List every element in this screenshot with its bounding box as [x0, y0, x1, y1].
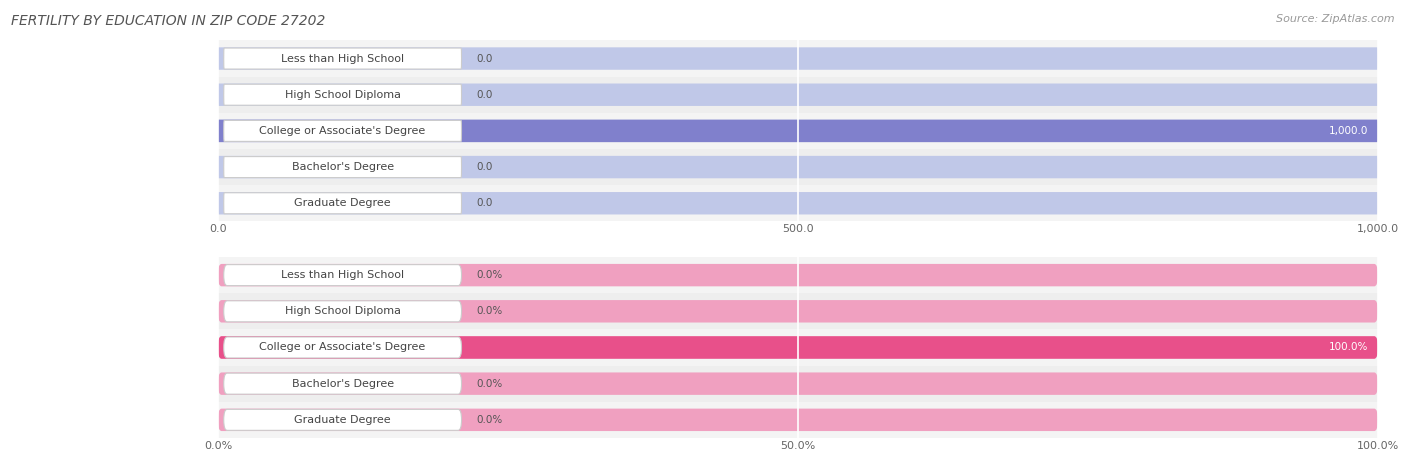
Text: Less than High School: Less than High School: [281, 53, 404, 64]
FancyBboxPatch shape: [218, 47, 1378, 70]
Text: 0.0%: 0.0%: [477, 415, 503, 425]
FancyBboxPatch shape: [224, 301, 461, 322]
Bar: [218, 329, 1378, 366]
Text: Bachelor's Degree: Bachelor's Degree: [291, 378, 394, 389]
FancyBboxPatch shape: [224, 373, 461, 394]
FancyBboxPatch shape: [224, 265, 461, 286]
Text: 100.0%: 100.0%: [1329, 342, 1368, 353]
FancyBboxPatch shape: [218, 300, 1378, 323]
Bar: [218, 185, 1378, 221]
Text: Graduate Degree: Graduate Degree: [294, 198, 391, 208]
Bar: [218, 257, 1378, 293]
Bar: [218, 113, 1378, 149]
Text: FERTILITY BY EDUCATION IN ZIP CODE 27202: FERTILITY BY EDUCATION IN ZIP CODE 27202: [11, 14, 326, 28]
Text: College or Associate's Degree: College or Associate's Degree: [260, 342, 426, 353]
Bar: [218, 293, 1378, 329]
Text: 0.0%: 0.0%: [477, 306, 503, 317]
FancyBboxPatch shape: [218, 192, 1378, 215]
FancyBboxPatch shape: [224, 409, 461, 430]
FancyBboxPatch shape: [218, 83, 1378, 106]
FancyBboxPatch shape: [218, 156, 1378, 178]
FancyBboxPatch shape: [218, 264, 1378, 287]
FancyBboxPatch shape: [218, 408, 1378, 431]
Bar: [218, 402, 1378, 438]
Bar: [218, 77, 1378, 113]
Text: Graduate Degree: Graduate Degree: [294, 415, 391, 425]
Text: 1,000.0: 1,000.0: [1329, 126, 1368, 136]
Text: 0.0%: 0.0%: [477, 270, 503, 280]
FancyBboxPatch shape: [224, 84, 461, 105]
FancyBboxPatch shape: [224, 193, 461, 214]
FancyBboxPatch shape: [218, 372, 1378, 395]
Bar: [218, 149, 1378, 185]
Text: 0.0: 0.0: [477, 198, 494, 208]
FancyBboxPatch shape: [224, 157, 461, 178]
Text: 0.0%: 0.0%: [477, 378, 503, 389]
Text: High School Diploma: High School Diploma: [284, 306, 401, 317]
FancyBboxPatch shape: [224, 48, 461, 69]
Text: High School Diploma: High School Diploma: [284, 89, 401, 100]
Text: 0.0: 0.0: [477, 89, 494, 100]
FancyBboxPatch shape: [218, 119, 1378, 142]
Text: Source: ZipAtlas.com: Source: ZipAtlas.com: [1277, 14, 1395, 24]
Text: 0.0: 0.0: [477, 53, 494, 64]
FancyBboxPatch shape: [218, 119, 1378, 142]
Text: Less than High School: Less than High School: [281, 270, 404, 280]
FancyBboxPatch shape: [224, 120, 461, 141]
Bar: [218, 40, 1378, 77]
Text: 0.0: 0.0: [477, 162, 494, 172]
FancyBboxPatch shape: [218, 336, 1378, 359]
FancyBboxPatch shape: [218, 336, 1378, 359]
Text: College or Associate's Degree: College or Associate's Degree: [260, 126, 426, 136]
Text: Bachelor's Degree: Bachelor's Degree: [291, 162, 394, 172]
FancyBboxPatch shape: [224, 337, 461, 358]
Bar: [218, 366, 1378, 402]
